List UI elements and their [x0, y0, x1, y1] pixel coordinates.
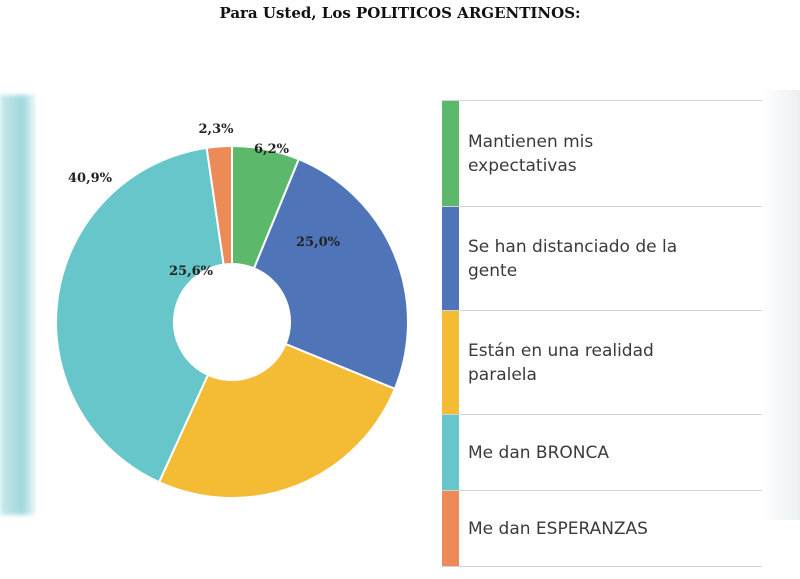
slice-value-label: 40,9% — [68, 171, 113, 186]
donut-chart: 6,2% 25,0% 25,6% 40,9% 2,3% — [55, 122, 409, 499]
legend-label: Están en una realidad paralela — [468, 339, 674, 387]
legend-label-line: Mantienen mis — [468, 131, 594, 152]
slice-value-label: 25,6% — [169, 264, 214, 279]
legend-swatch — [442, 101, 459, 206]
donut-slice — [252, 157, 409, 391]
legend-swatch — [442, 311, 459, 414]
chart-legend: Mantienen mis expectativas Se han distanci… — [442, 100, 762, 567]
donut-slice — [55, 146, 225, 484]
legend-label: Mantienen mis expectativas — [468, 130, 613, 178]
donut-slice — [157, 342, 397, 499]
legend-label-line: paralela — [468, 364, 537, 385]
slice-value-label: 6,2% — [254, 142, 290, 157]
legend-item: Me dan BRONCA — [442, 415, 762, 491]
legend-item: Mantienen mis expectativas — [442, 101, 762, 207]
legend-swatch — [442, 415, 459, 490]
legend-label-line: expectativas — [468, 155, 577, 176]
legend-swatch — [442, 207, 459, 310]
legend-label-line: Me dan BRONCA — [468, 442, 609, 463]
slice-value-label: 25,0% — [296, 235, 341, 250]
background-blur-left — [0, 95, 38, 515]
legend-label-line: Están en una realidad — [468, 340, 654, 361]
legend-label-line: gente — [468, 260, 518, 281]
legend-label: Me dan ESPERANZAS — [468, 517, 668, 541]
legend-item: Me dan ESPERANZAS — [442, 491, 762, 567]
chart-title: Para Usted, Los POLITICOS ARGENTINOS: — [219, 4, 581, 22]
legend-label-line: Me dan ESPERANZAS — [468, 518, 648, 539]
legend-label-line: Se han distanciado de la — [468, 236, 678, 257]
legend-label: Se han distanciado de la gente — [468, 235, 697, 283]
donut-slice — [205, 144, 233, 266]
legend-item: Se han distanciado de la gente — [442, 207, 762, 311]
legend-item: Están en una realidad paralela — [442, 311, 762, 415]
background-blur-right — [760, 90, 800, 520]
slice-value-label: 2,3% — [199, 122, 235, 137]
legend-label: Me dan BRONCA — [468, 441, 629, 465]
legend-swatch — [442, 491, 459, 566]
